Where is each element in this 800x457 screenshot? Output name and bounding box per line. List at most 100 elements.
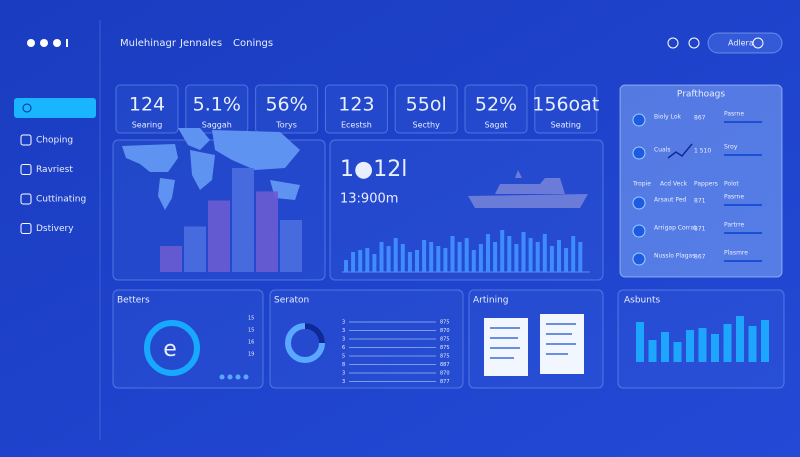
sidebar-item[interactable]: Choping [36,136,73,146]
e-glyph: e [163,337,177,362]
kpi-label: Ecestsh [341,121,372,130]
bar [748,326,757,362]
bar [443,248,448,272]
nav-item[interactable]: Mulehinagr [120,38,177,49]
bar [636,322,644,362]
side-number: 15 [248,316,254,322]
user-icon [752,37,764,49]
kpi-value: 5.1% [193,94,241,116]
list-value: 887 [440,362,450,368]
bar [564,248,569,272]
bar [344,260,348,272]
bar [280,220,302,272]
bar [471,250,476,272]
kpi-value: 124 [129,94,165,116]
bar [379,242,384,272]
row-name: Bioly Lok [654,114,681,121]
bar [648,340,657,362]
row-icon [632,113,646,127]
bar [557,240,561,272]
row-value: 871 [694,226,706,233]
bar [457,242,462,272]
row-value: 871 [694,198,706,205]
sidebar-item[interactable]: Cuttinating [36,195,86,205]
bar [422,240,427,272]
kpi-value: 55ol [406,94,447,116]
sidebar-item[interactable]: Dstivery [36,224,74,234]
kpi-card [255,84,319,134]
documents [484,314,584,376]
e-icon [144,320,200,376]
bar [208,200,230,272]
sidebar-icon [20,164,32,175]
phone-icon[interactable] [667,37,679,49]
row-icon [632,146,646,160]
bar [450,236,455,272]
dots [219,374,249,380]
bar [723,324,732,362]
bar [256,191,278,272]
logo [27,39,68,47]
bar [500,230,505,272]
nav-item[interactable]: Jennales [179,38,222,49]
kpi-value: 123 [338,94,374,116]
list-value: 875 [440,337,450,343]
chart-panel [329,139,604,281]
subline: 13:900m [340,192,398,207]
bar [542,234,547,272]
list-index: 3 [342,379,345,385]
row-value: 867 [694,254,706,261]
bar [365,248,370,272]
row-name: Cuals [654,147,670,154]
bar [386,246,391,272]
list-index: 5 [342,354,345,360]
bar [400,244,405,272]
nav-item[interactable]: Conings [233,38,273,49]
row-tag: Pasrne [724,194,744,201]
list-index: 3 [342,328,345,334]
panel-title: Seraton [274,296,309,306]
bar [493,242,498,272]
row-icon [632,252,646,266]
bar [351,252,356,272]
bar [358,250,363,272]
sidebar-item[interactable]: Ravriest [36,165,73,175]
kpi-label: Saggah [202,121,232,130]
column-header: Acd Veck [660,181,688,188]
user-pill[interactable] [707,32,783,54]
kpi-value: 52% [475,94,517,116]
kpi-card [324,84,388,134]
panel-title: Artining [473,296,509,306]
kpi-label: Searing [132,121,163,130]
ship [468,170,588,208]
bar [571,236,576,272]
row-icon [632,196,646,210]
sidebar-icon [20,193,32,205]
list-value: 877 [440,379,450,385]
kpi-label: Seating [551,121,581,130]
world-map [122,128,300,210]
row-icon [632,224,646,238]
bar [407,252,412,272]
column-header: Polot [724,181,739,188]
sidebar-icon [20,223,32,234]
sidebar-active[interactable] [14,98,96,118]
column-header: Pappers [694,181,718,188]
bar [184,226,206,272]
kpi-card [394,84,458,134]
bar [521,232,526,272]
bell-icon[interactable] [688,37,700,49]
row-name: Arsaut Ped [654,197,687,204]
user-name[interactable]: Adlera [728,39,754,48]
sidebar-icon [20,134,32,146]
row-name: Arrigap Corrat [654,225,697,232]
panel-title: Betters [117,296,150,306]
bar [160,246,182,272]
side-number: 16 [248,340,254,346]
bar [372,254,377,272]
list-index: 6 [342,345,345,351]
row-name: Nusslo Plagas [654,253,695,260]
bar [393,238,398,272]
sidebar-icon [22,103,32,113]
list-value: 875 [440,345,450,351]
